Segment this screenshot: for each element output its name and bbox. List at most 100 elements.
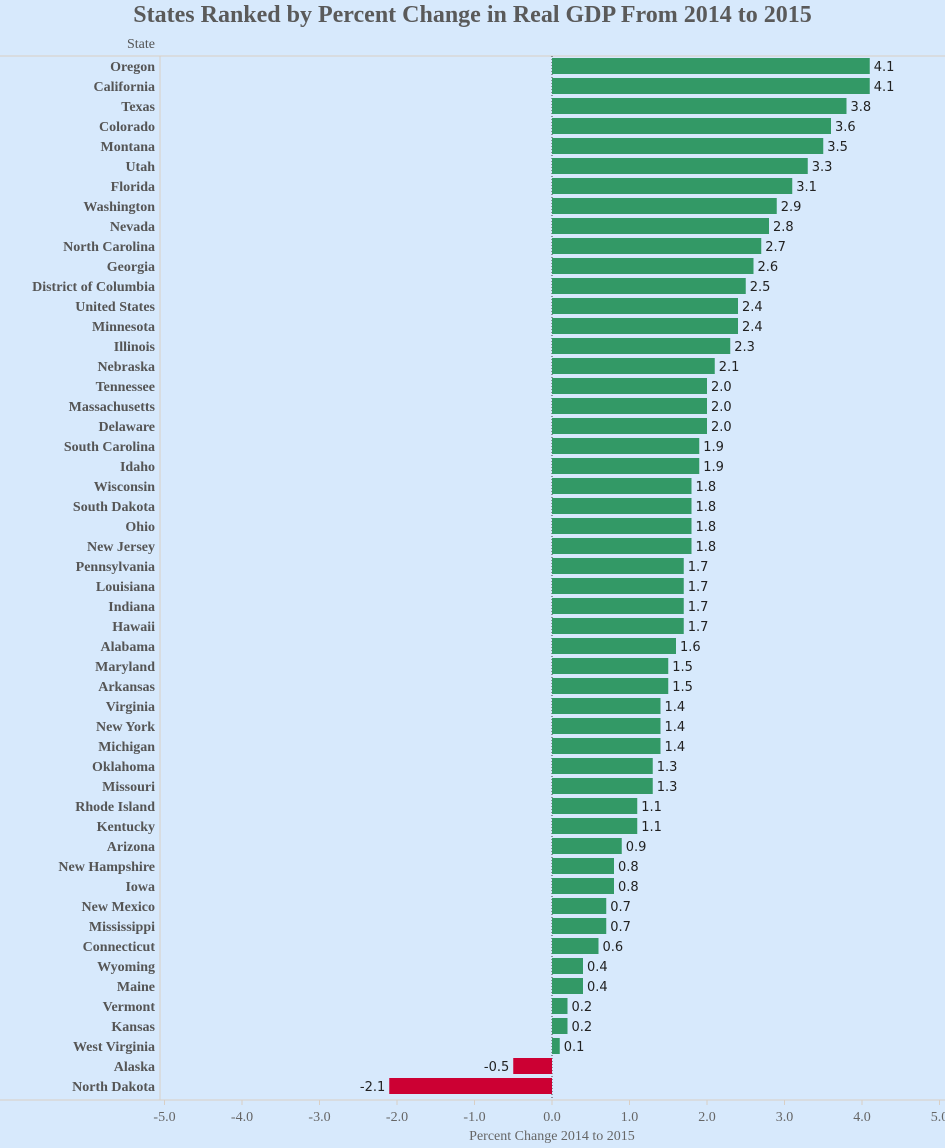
bar — [552, 778, 653, 794]
bar — [552, 98, 847, 114]
state-label: Iowa — [125, 880, 155, 895]
state-label: Montana — [101, 140, 155, 155]
state-label: Alaska — [114, 1060, 155, 1075]
value-label: 2.4 — [742, 320, 763, 335]
value-label: 2.0 — [711, 420, 732, 435]
state-label: Wyoming — [97, 960, 155, 975]
bar — [552, 758, 653, 774]
bar — [552, 638, 676, 654]
value-label: 0.2 — [572, 1000, 593, 1015]
bar — [552, 618, 684, 634]
value-label: -2.1 — [360, 1080, 385, 1095]
state-label: Illinois — [114, 340, 156, 355]
state-label: North Dakota — [72, 1080, 155, 1095]
value-label: 1.8 — [696, 520, 717, 535]
state-label: United States — [75, 300, 155, 315]
state-label: Maine — [117, 980, 155, 995]
x-tick-label: -5.0 — [153, 1110, 175, 1125]
value-label: 3.8 — [851, 100, 872, 115]
state-label: Utah — [125, 160, 155, 175]
state-label: Arizona — [107, 840, 155, 855]
x-tick-label: 1.0 — [621, 1110, 639, 1125]
bar — [552, 298, 738, 314]
x-axis-title: Percent Change 2014 to 2015 — [469, 1129, 635, 1144]
state-label: West Virginia — [73, 1040, 155, 1055]
state-label: Delaware — [99, 420, 156, 435]
value-label: 2.0 — [711, 380, 732, 395]
bar — [552, 138, 824, 154]
bar — [552, 198, 777, 214]
bar — [552, 498, 692, 514]
x-tick-label: -3.0 — [308, 1110, 330, 1125]
state-label: Alabama — [101, 640, 155, 655]
state-label: Texas — [121, 100, 155, 115]
state-label: Washington — [83, 200, 155, 215]
bar — [552, 578, 684, 594]
value-label: 1.8 — [696, 500, 717, 515]
value-label: 3.3 — [812, 160, 833, 175]
state-label: Rhode Island — [75, 800, 155, 815]
value-label: 1.7 — [688, 600, 709, 615]
state-label: Nevada — [110, 220, 155, 235]
x-tick-label: -2.0 — [386, 1110, 408, 1125]
value-label: 0.7 — [610, 900, 631, 915]
bar — [552, 738, 661, 754]
bar — [552, 898, 607, 914]
bar — [552, 318, 738, 334]
state-label: Tennessee — [96, 380, 155, 395]
value-label: 1.5 — [672, 660, 693, 675]
state-label: Idaho — [120, 460, 155, 475]
state-label: Pennsylvania — [76, 560, 155, 575]
state-label: New York — [96, 720, 155, 735]
bar — [552, 598, 684, 614]
state-label: Mississippi — [89, 920, 155, 935]
bar — [552, 958, 583, 974]
x-tick-label: 0.0 — [543, 1110, 561, 1125]
bar — [552, 218, 769, 234]
state-label: Virginia — [106, 700, 155, 715]
state-label: Louisiana — [96, 580, 155, 595]
state-label: Indiana — [108, 600, 155, 615]
bar — [552, 938, 599, 954]
state-label: New Mexico — [82, 900, 155, 915]
bar — [552, 518, 692, 534]
value-label: 2.4 — [742, 300, 763, 315]
bar — [552, 798, 638, 814]
bar — [552, 698, 661, 714]
state-label: Minnesota — [92, 320, 155, 335]
value-label: 1.7 — [688, 620, 709, 635]
state-label: South Carolina — [64, 440, 155, 455]
bar — [513, 1058, 552, 1074]
state-label: Georgia — [107, 260, 155, 275]
bar — [552, 878, 614, 894]
bar — [552, 58, 870, 74]
bar — [552, 998, 568, 1014]
value-label: 0.4 — [587, 980, 608, 995]
value-label: 1.3 — [657, 780, 678, 795]
state-axis-header: State — [127, 37, 155, 52]
value-label: 3.6 — [835, 120, 856, 135]
value-label: 2.0 — [711, 400, 732, 415]
bar — [389, 1078, 552, 1094]
value-label: 0.8 — [618, 880, 639, 895]
bar — [552, 178, 793, 194]
bar — [552, 418, 707, 434]
x-tick-label: 2.0 — [698, 1110, 716, 1125]
state-label: South Dakota — [73, 500, 155, 515]
state-label: Maryland — [95, 660, 155, 675]
value-label: -0.5 — [484, 1060, 509, 1075]
value-label: 1.4 — [665, 740, 686, 755]
value-label: 2.5 — [750, 280, 771, 295]
bar — [552, 858, 614, 874]
state-label: Michigan — [98, 740, 155, 755]
bar — [552, 78, 870, 94]
state-label: Missouri — [102, 780, 155, 795]
value-label: 4.1 — [874, 60, 895, 75]
state-label: Hawaii — [112, 620, 155, 635]
state-label: Oklahoma — [92, 760, 155, 775]
value-label: 0.8 — [618, 860, 639, 875]
value-label: 1.9 — [703, 440, 724, 455]
state-label: Colorado — [99, 120, 155, 135]
bar — [552, 118, 831, 134]
